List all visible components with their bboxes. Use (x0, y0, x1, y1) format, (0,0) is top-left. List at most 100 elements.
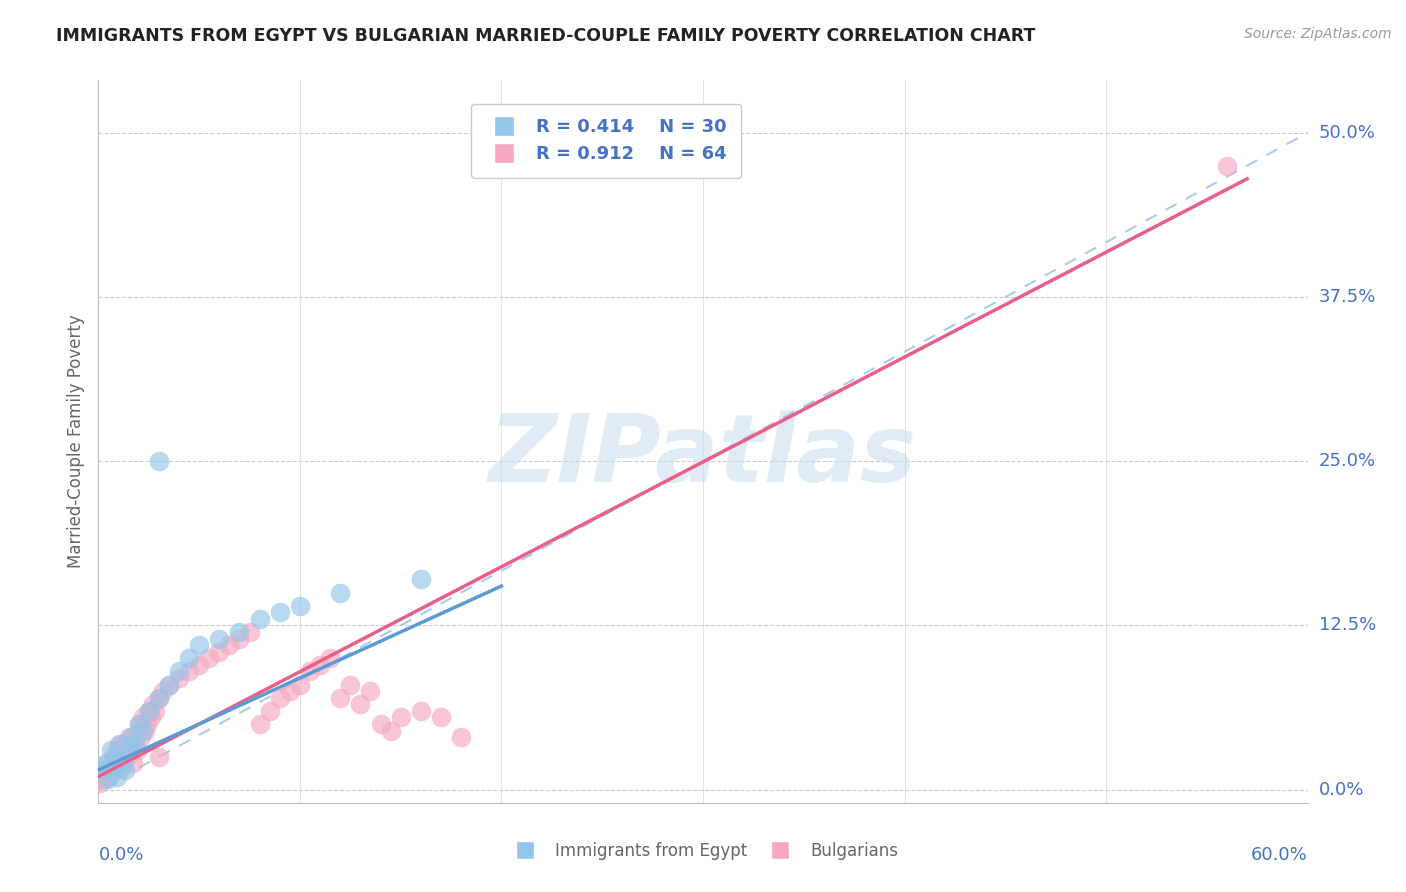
Point (128, 717, 150, 731)
Text: 0.0%: 0.0% (98, 847, 143, 864)
Text: Source: ZipAtlas.com: Source: ZipAtlas.com (1244, 27, 1392, 41)
Point (118, 743, 141, 757)
Text: ZIPatlas: ZIPatlas (489, 410, 917, 502)
Point (143, 704, 166, 718)
Point (1216, 159, 1239, 173)
Point (138, 704, 160, 718)
Point (167, 671, 190, 685)
Point (107, 737, 129, 751)
Point (208, 645, 231, 659)
Point (389, 710, 412, 724)
Point (167, 665, 190, 679)
Point (198, 651, 221, 665)
Point (90, 770, 112, 784)
Point (132, 723, 155, 738)
Point (105, 770, 128, 784)
Point (269, 605, 291, 619)
Point (124, 737, 146, 751)
Point (450, 730, 472, 744)
Point (409, 704, 432, 718)
Point (259, 704, 281, 718)
Point (101, 763, 124, 777)
Point (148, 749, 170, 764)
Point (249, 612, 271, 626)
Point (93, 772, 115, 786)
Point (208, 632, 231, 646)
Point (249, 717, 271, 731)
Point (157, 677, 180, 691)
Point (89, 776, 111, 790)
Point (97, 756, 120, 771)
Point (103, 749, 125, 764)
Text: IMMIGRANTS FROM EGYPT VS BULGARIAN MARRIED-COUPLE FAMILY POVERTY CORRELATION CHA: IMMIGRANTS FROM EGYPT VS BULGARIAN MARRI… (56, 27, 1036, 45)
Y-axis label: Married-Couple Family Poverty: Married-Couple Family Poverty (66, 315, 84, 568)
Point (107, 756, 129, 771)
Point (135, 717, 157, 731)
Point (101, 749, 124, 764)
Point (278, 684, 301, 698)
Point (142, 698, 165, 712)
Text: 60.0%: 60.0% (1251, 847, 1308, 864)
Point (329, 690, 352, 705)
Point (110, 743, 132, 757)
Point (339, 677, 361, 691)
Point (91, 763, 114, 777)
Point (430, 710, 453, 724)
Point (118, 743, 141, 757)
Point (409, 573, 432, 587)
Point (309, 657, 332, 672)
Point (228, 632, 250, 646)
Point (107, 749, 129, 764)
Text: 12.5%: 12.5% (1319, 616, 1376, 634)
Text: 0.0%: 0.0% (1319, 780, 1364, 798)
Point (239, 625, 262, 640)
Point (97, 770, 120, 784)
Point (179, 651, 201, 665)
Point (114, 737, 136, 751)
Point (370, 717, 392, 731)
Point (188, 638, 211, 652)
Point (124, 730, 146, 744)
Point (349, 698, 371, 712)
Point (134, 723, 156, 738)
Point (96, 763, 118, 777)
Point (299, 665, 322, 679)
Point (118, 730, 141, 744)
Point (179, 665, 201, 679)
Point (103, 756, 125, 771)
Point (329, 585, 352, 599)
Point (360, 684, 382, 698)
Point (105, 743, 128, 757)
Point (139, 710, 162, 724)
Point (125, 743, 148, 757)
Point (288, 677, 311, 691)
Point (152, 684, 174, 698)
Point (110, 737, 132, 751)
Point (128, 723, 150, 738)
Point (121, 756, 143, 771)
Point (157, 677, 180, 691)
Point (288, 599, 311, 613)
Point (148, 690, 170, 705)
Point (111, 756, 134, 771)
Text: 50.0%: 50.0% (1319, 124, 1375, 142)
Point (148, 454, 170, 468)
Point (380, 723, 402, 738)
Point (115, 749, 138, 764)
Text: 37.5%: 37.5% (1319, 288, 1376, 306)
Point (129, 730, 152, 744)
Point (100, 763, 122, 777)
Point (218, 638, 240, 652)
Point (100, 743, 122, 757)
Point (228, 625, 250, 640)
Point (269, 690, 291, 705)
Point (319, 651, 342, 665)
Point (91, 770, 114, 784)
Point (97, 772, 120, 786)
Point (120, 730, 142, 744)
Point (138, 704, 160, 718)
Point (114, 763, 136, 777)
Point (96, 756, 118, 771)
Point (120, 737, 142, 751)
Point (111, 756, 134, 771)
